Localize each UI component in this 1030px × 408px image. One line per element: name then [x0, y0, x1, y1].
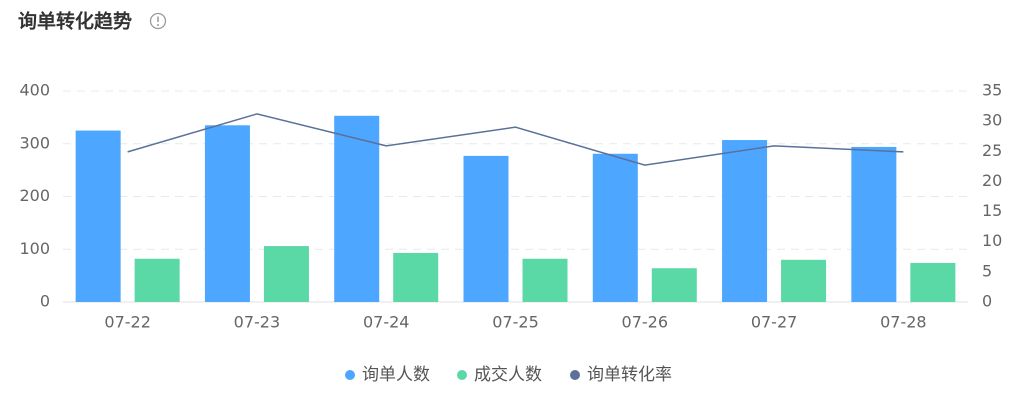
bar	[781, 259, 827, 302]
y2-tick-label: 25	[982, 141, 1002, 160]
legend-label[interactable]: 询单人数	[362, 365, 430, 385]
bar	[134, 258, 180, 302]
x-tick-label: 07-24	[363, 313, 410, 332]
y-tick-label: 300	[19, 133, 50, 152]
legend-marker[interactable]	[570, 370, 580, 380]
bar	[393, 252, 439, 302]
bar	[651, 268, 697, 302]
x-tick-label: 07-22	[104, 313, 151, 332]
y-tick-label: 0	[40, 292, 50, 311]
y2-tick-label: 0	[982, 292, 992, 311]
legend-marker[interactable]	[345, 370, 355, 380]
y2-tick-label: 15	[982, 201, 1002, 220]
bar	[334, 115, 380, 302]
bar	[204, 125, 250, 302]
x-tick-label: 07-27	[751, 313, 798, 332]
x-tick-label: 07-26	[622, 313, 669, 332]
y2-tick-label: 20	[982, 171, 1002, 190]
y-tick-label: 100	[19, 239, 50, 258]
chart-title: 询单转化趋势	[18, 10, 132, 33]
bar	[75, 130, 121, 302]
bar	[522, 258, 568, 302]
y2-tick-label: 10	[982, 231, 1002, 250]
y2-tick-label: 5	[982, 261, 992, 280]
bar	[592, 153, 638, 302]
y2-tick-label: 35	[982, 81, 1002, 100]
legend-label[interactable]: 询单转化率	[587, 365, 672, 385]
x-tick-label: 07-28	[880, 313, 927, 332]
x-tick-label: 07-25	[492, 313, 539, 332]
line	[127, 113, 904, 166]
legend-label[interactable]: 成交人数	[474, 365, 542, 385]
x-tick-label: 07-23	[234, 313, 281, 332]
info-icon[interactable]	[149, 12, 167, 30]
bar	[910, 262, 956, 302]
y2-tick-label: 30	[982, 111, 1002, 130]
bar	[851, 146, 897, 302]
bar	[463, 155, 509, 302]
bar	[722, 140, 768, 302]
y-tick-label: 200	[19, 186, 50, 205]
bar	[263, 246, 309, 302]
y-tick-label: 400	[19, 81, 50, 100]
legend-marker[interactable]	[457, 370, 467, 380]
